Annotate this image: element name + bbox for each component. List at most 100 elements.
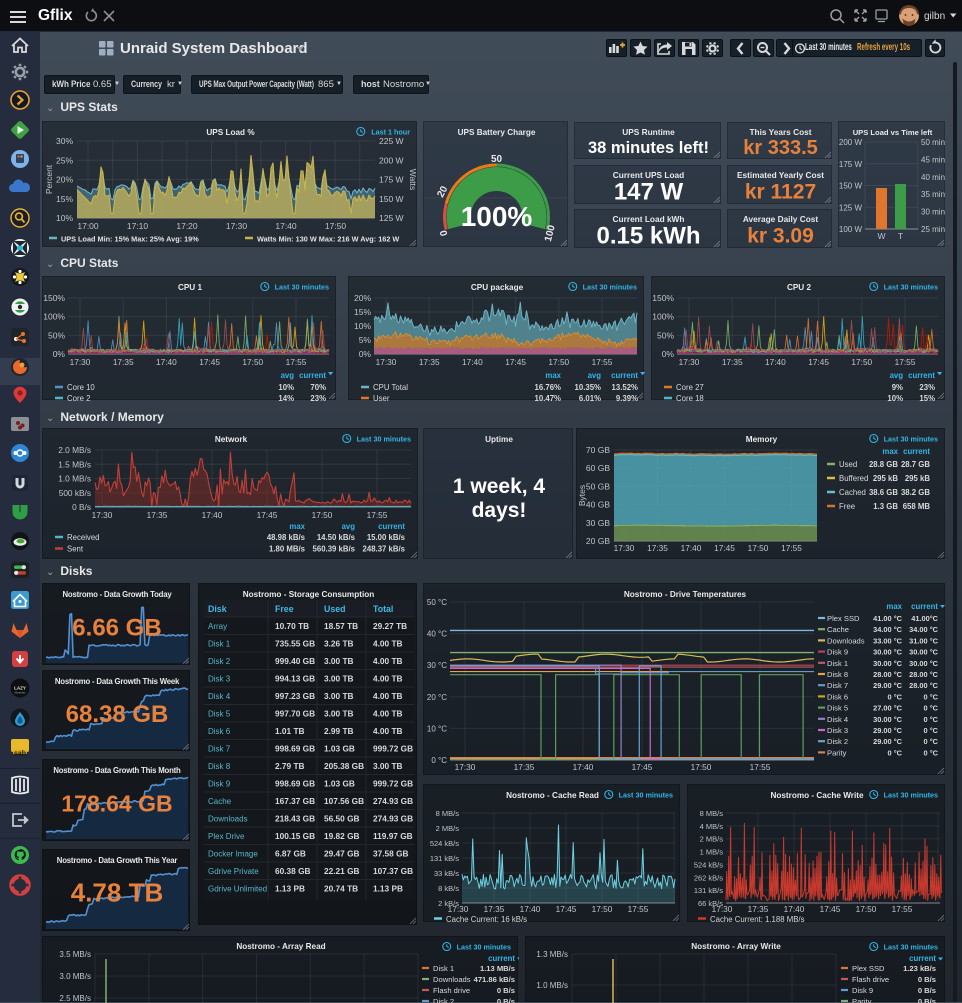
svg-text:17:50: 17:50	[691, 762, 712, 772]
svg-text:Disk 9: Disk 9	[208, 780, 231, 789]
svg-text:175 W: 175 W	[839, 160, 862, 169]
svg-text:Plex SSD: Plex SSD	[827, 614, 860, 623]
svg-text:2 kB/s: 2 kB/s	[438, 899, 459, 908]
svg-text:147 W: 147 W	[614, 179, 684, 205]
svg-text:Flash drive: Flash drive	[433, 986, 470, 995]
svg-text:Last 30 minutes: Last 30 minutes	[884, 435, 938, 444]
svg-text:10 °C: 10 °C	[427, 724, 447, 733]
svg-text:15%: 15%	[56, 194, 73, 204]
svg-text:LAZY: LAZY	[14, 686, 26, 691]
svg-text:1.13 PB: 1.13 PB	[373, 884, 403, 894]
svg-text:Disk 2: Disk 2	[433, 997, 454, 1003]
svg-text:997.23 GB: 997.23 GB	[275, 691, 315, 701]
svg-text:UPS Load %: UPS Load %	[206, 128, 255, 137]
svg-text:23%: 23%	[310, 394, 326, 401]
svg-text:current: current	[908, 371, 935, 380]
svg-text:Disk 8: Disk 8	[827, 670, 848, 679]
svg-text:current: current	[903, 447, 930, 456]
svg-text:Nostromo - Data Growth This We: Nostromo - Data Growth This Week	[55, 677, 180, 686]
svg-text:Disk 5: Disk 5	[208, 710, 231, 719]
svg-text:Core 27: Core 27	[676, 383, 704, 392]
svg-text:max: max	[886, 602, 902, 611]
svg-text:Disk 9: Disk 9	[852, 986, 873, 995]
svg-text:41.00 °C: 41.00 °C	[873, 614, 903, 623]
svg-text:UPS Battery Charge: UPS Battery Charge	[458, 128, 536, 137]
svg-text:16.76%: 16.76%	[535, 383, 562, 392]
svg-text:17:55: 17:55	[592, 357, 613, 367]
svg-text:Cache: Cache	[208, 797, 232, 806]
svg-text:0 B/s: 0 B/s	[497, 986, 515, 995]
svg-text:0%: 0%	[53, 349, 66, 359]
svg-text:17:35: 17:35	[484, 904, 505, 914]
svg-text:kr 3.09: kr 3.09	[747, 224, 814, 247]
svg-text:Disk 3: Disk 3	[827, 726, 848, 735]
svg-text:45 min: 45 min	[921, 155, 945, 164]
svg-text:50%: 50%	[657, 330, 674, 340]
svg-text:17:00: 17:00	[77, 221, 99, 231]
svg-text:29.00 °C: 29.00 °C	[873, 681, 903, 690]
svg-text:17:40: 17:40	[681, 543, 702, 553]
svg-text:avg: avg	[342, 522, 356, 531]
svg-text:1 week, 4: 1 week, 4	[453, 475, 546, 498]
svg-text:40 min: 40 min	[921, 173, 945, 182]
svg-text:0 B/s: 0 B/s	[918, 986, 936, 995]
svg-text:38.6 GB: 38.6 GB	[869, 488, 898, 497]
svg-text:Percent: Percent	[44, 164, 54, 194]
svg-text:current: current	[911, 602, 938, 611]
svg-text:60.38 GB: 60.38 GB	[275, 866, 311, 876]
svg-text:0 B/s: 0 B/s	[918, 975, 936, 984]
svg-text:17:10: 17:10	[127, 221, 149, 231]
svg-text:17:30: 17:30	[679, 357, 700, 367]
svg-text:150%: 150%	[652, 293, 674, 303]
svg-text:17:35: 17:35	[722, 357, 743, 367]
svg-text:125 W: 125 W	[379, 213, 404, 223]
svg-text:0 B/s: 0 B/s	[918, 997, 936, 1003]
svg-text:Cache Current: 16 kB/s: Cache Current: 16 kB/s	[446, 915, 527, 923]
svg-text:17:30: 17:30	[614, 543, 635, 553]
svg-text:Core 2: Core 2	[67, 394, 90, 401]
svg-text:Disk 1: Disk 1	[433, 964, 454, 973]
svg-text:UPS Load vs Time left: UPS Load vs Time left	[853, 128, 933, 137]
svg-text:4.00 TB: 4.00 TB	[373, 639, 403, 649]
svg-text:17:35: 17:35	[647, 543, 668, 553]
svg-text:0%: 0%	[662, 349, 675, 359]
svg-text:Nostromo - Data Growth This Mo: Nostromo - Data Growth This Month	[53, 766, 181, 775]
svg-text:17:40: 17:40	[784, 904, 805, 914]
svg-text:2.0 MB/s: 2.0 MB/s	[58, 445, 91, 455]
svg-text:150%: 150%	[43, 293, 65, 303]
svg-text:20 °C: 20 °C	[427, 693, 447, 702]
svg-text:295 kB: 295 kB	[905, 474, 931, 483]
svg-text:10%: 10%	[56, 213, 73, 223]
svg-text:125 W: 125 W	[839, 203, 862, 212]
svg-text:20.74 TB: 20.74 TB	[324, 884, 358, 894]
svg-text:Parity: Parity	[827, 748, 847, 757]
svg-text:UPS Runtime: UPS Runtime	[622, 127, 675, 137]
svg-text:50%: 50%	[48, 330, 65, 340]
svg-text:Watts: Watts	[408, 169, 418, 190]
svg-text:2.5 MB/s: 2.5 MB/s	[59, 994, 91, 1003]
svg-text:0 °C: 0 °C	[924, 704, 939, 713]
svg-text:56.50 GB: 56.50 GB	[324, 814, 360, 824]
svg-text:17:35: 17:35	[113, 357, 134, 367]
svg-text:28.8 GB: 28.8 GB	[869, 460, 898, 469]
svg-text:17:45: 17:45	[257, 510, 278, 520]
svg-text:0 °C: 0 °C	[431, 756, 447, 765]
svg-text:60 GB: 60 GB	[586, 463, 610, 473]
svg-text:50 GB: 50 GB	[586, 481, 610, 491]
svg-text:100.15 GB: 100.15 GB	[275, 831, 315, 841]
svg-text:2.79 TB: 2.79 TB	[275, 761, 305, 771]
svg-text:gilbn: gilbn	[924, 11, 945, 22]
svg-text:10%: 10%	[887, 394, 903, 401]
svg-text:Core 10: Core 10	[67, 383, 95, 392]
svg-text:T: T	[898, 231, 903, 241]
svg-text:Last 30 minutes: Last 30 minutes	[583, 283, 637, 292]
svg-text:150 W: 150 W	[839, 182, 862, 191]
svg-text:70%: 70%	[310, 383, 326, 392]
svg-text:Estimated Yearly Cost: Estimated Yearly Cost	[737, 170, 824, 180]
svg-text:1.0 MB/s: 1.0 MB/s	[58, 474, 91, 484]
svg-text:This Years Cost: This Years Cost	[749, 127, 811, 137]
svg-text:17:40: 17:40	[275, 221, 297, 231]
svg-text:Cached: Cached	[839, 488, 866, 497]
svg-text:3.00 TB: 3.00 TB	[373, 761, 403, 771]
svg-text:17:55: 17:55	[628, 904, 649, 914]
